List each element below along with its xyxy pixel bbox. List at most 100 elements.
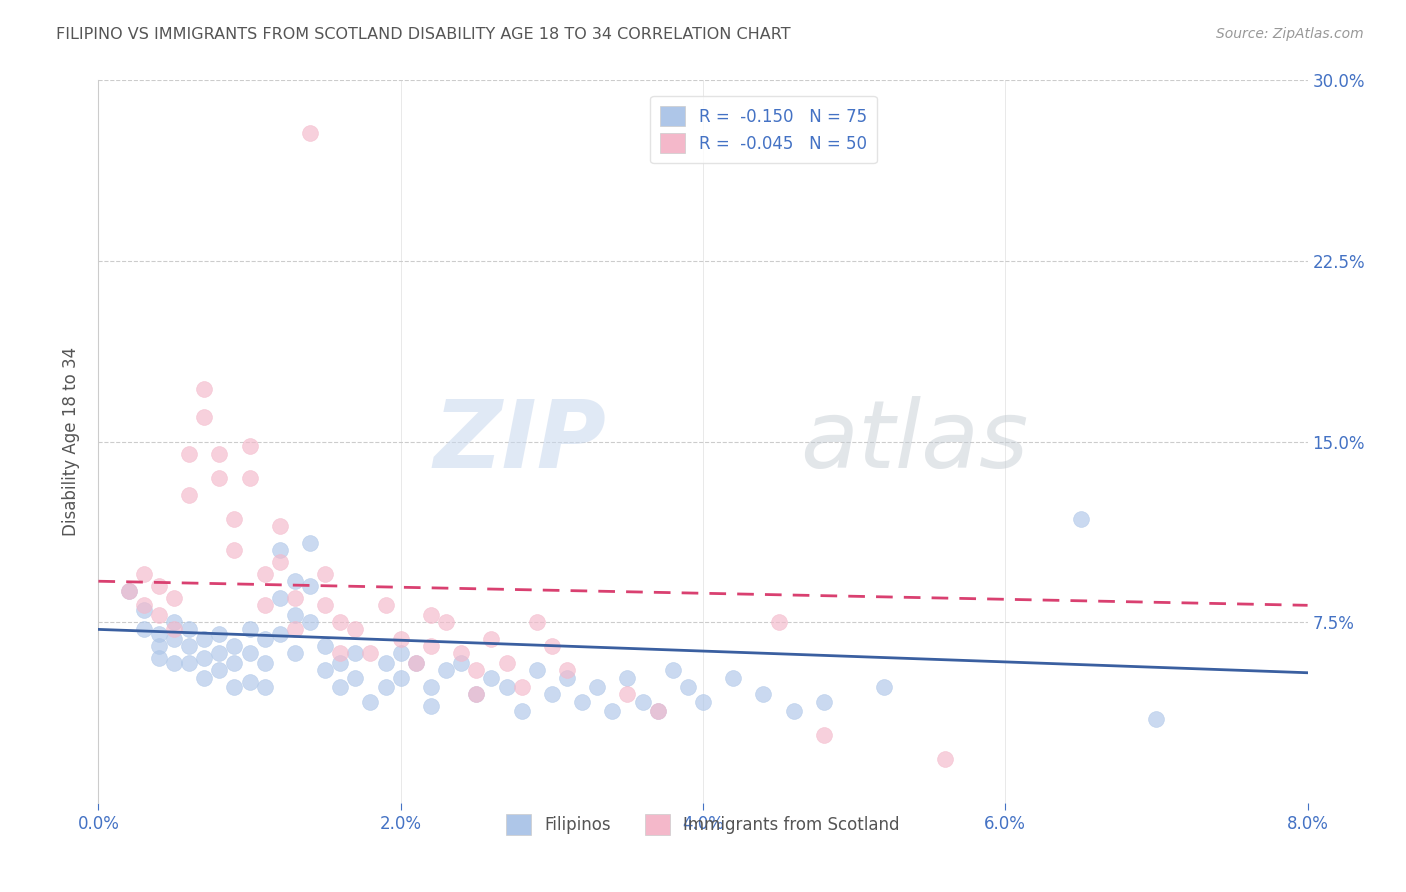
Point <box>179 656 201 670</box>
Point <box>269 542 291 557</box>
Point <box>193 382 215 396</box>
Point <box>344 671 367 685</box>
Point <box>163 615 186 630</box>
Point <box>465 687 488 701</box>
Point <box>768 615 790 630</box>
Point <box>269 555 291 569</box>
Point <box>253 567 276 582</box>
Point <box>239 647 262 661</box>
Point <box>360 695 382 709</box>
Point <box>269 627 291 641</box>
Point <box>344 623 367 637</box>
Point <box>284 591 307 605</box>
Point <box>329 680 352 694</box>
Point <box>692 695 714 709</box>
Point <box>163 591 186 605</box>
Point <box>224 656 246 670</box>
Point <box>253 680 276 694</box>
Point <box>299 615 322 630</box>
Point <box>420 699 443 714</box>
Point <box>374 599 396 613</box>
Point <box>1146 712 1168 726</box>
Point <box>374 656 396 670</box>
Point <box>495 656 517 670</box>
Point <box>118 583 141 598</box>
Point <box>208 470 231 484</box>
Point <box>360 647 382 661</box>
Point <box>450 656 472 670</box>
Point <box>132 599 155 613</box>
Point <box>526 664 548 678</box>
Point <box>389 632 412 646</box>
Point <box>163 632 186 646</box>
Point <box>314 664 336 678</box>
Point <box>602 704 624 718</box>
Text: Source: ZipAtlas.com: Source: ZipAtlas.com <box>1216 27 1364 41</box>
Point <box>752 687 775 701</box>
Point <box>510 680 533 694</box>
Point <box>148 579 170 593</box>
Point <box>540 687 562 701</box>
Text: atlas: atlas <box>800 396 1028 487</box>
Point <box>481 632 503 646</box>
Point <box>465 687 488 701</box>
Point <box>389 647 412 661</box>
Point <box>163 623 186 637</box>
Point <box>481 671 503 685</box>
Point <box>269 518 291 533</box>
Point <box>239 439 262 453</box>
Point <box>813 695 835 709</box>
Point <box>374 680 396 694</box>
Point <box>389 671 412 685</box>
Point <box>208 664 231 678</box>
Point <box>132 603 155 617</box>
Point <box>813 728 835 742</box>
Point <box>253 632 276 646</box>
Text: FILIPINO VS IMMIGRANTS FROM SCOTLAND DISABILITY AGE 18 TO 34 CORRELATION CHART: FILIPINO VS IMMIGRANTS FROM SCOTLAND DIS… <box>56 27 790 42</box>
Point <box>284 647 307 661</box>
Point <box>647 704 669 718</box>
Point <box>555 664 578 678</box>
Point <box>586 680 609 694</box>
Point <box>495 680 517 694</box>
Point <box>239 675 262 690</box>
Point <box>193 410 215 425</box>
Point <box>314 599 336 613</box>
Point <box>193 632 215 646</box>
Point <box>148 607 170 622</box>
Point <box>163 656 186 670</box>
Point <box>224 639 246 653</box>
Point <box>420 607 443 622</box>
Point <box>224 542 246 557</box>
Point <box>148 651 170 665</box>
Point <box>723 671 745 685</box>
Point <box>299 579 322 593</box>
Point <box>148 627 170 641</box>
Point <box>934 752 956 766</box>
Point <box>676 680 699 694</box>
Point <box>329 615 352 630</box>
Point <box>284 607 307 622</box>
Legend: Filipinos, Immigrants from Scotland: Filipinos, Immigrants from Scotland <box>499 808 907 841</box>
Point <box>434 615 457 630</box>
Point <box>344 647 367 661</box>
Point <box>239 623 262 637</box>
Point <box>450 647 472 661</box>
Point <box>208 446 231 460</box>
Point <box>193 651 215 665</box>
Point <box>783 704 806 718</box>
Point <box>555 671 578 685</box>
Point <box>253 599 276 613</box>
Text: ZIP: ZIP <box>433 395 606 488</box>
Point <box>299 535 322 549</box>
Point <box>540 639 562 653</box>
Point <box>631 695 654 709</box>
Point <box>434 664 457 678</box>
Point <box>148 639 170 653</box>
Point <box>179 487 201 501</box>
Point <box>193 671 215 685</box>
Point <box>510 704 533 718</box>
Point <box>405 656 427 670</box>
Point <box>118 583 141 598</box>
Point <box>571 695 593 709</box>
